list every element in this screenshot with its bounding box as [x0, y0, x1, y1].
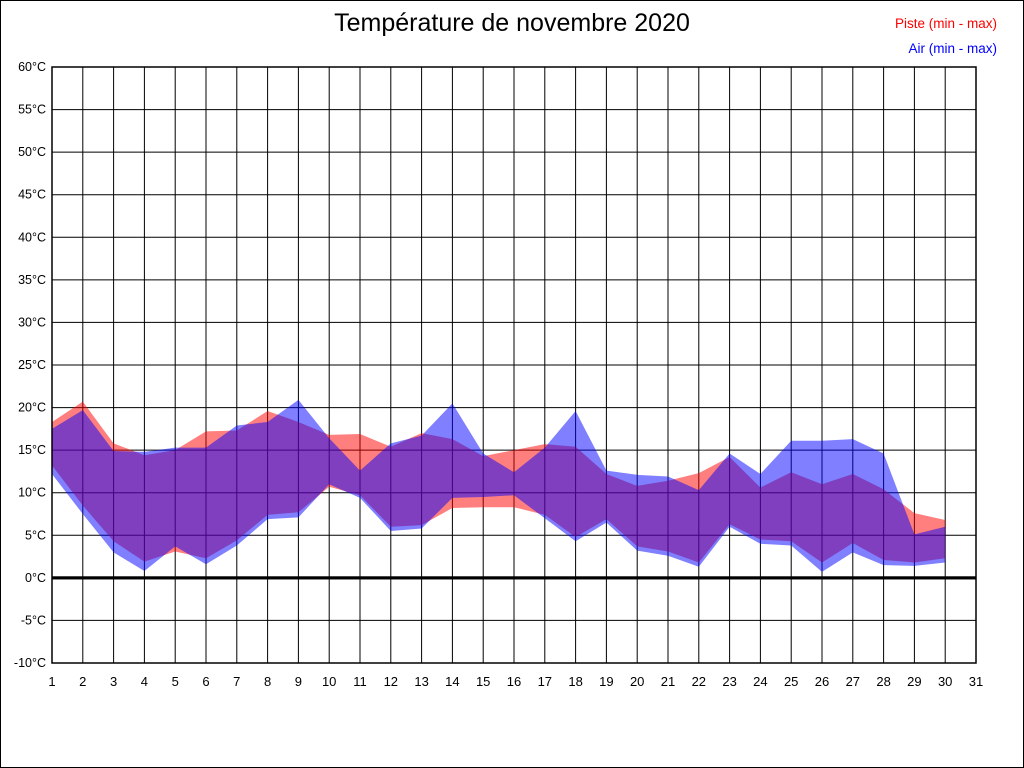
x-tick-label: 24 — [753, 674, 767, 689]
x-tick-label: 10 — [322, 674, 336, 689]
x-tick-label: 20 — [630, 674, 644, 689]
x-tick-label: 25 — [784, 674, 798, 689]
y-tick-label: 0°C — [25, 571, 46, 585]
x-tick-label: 29 — [907, 674, 921, 689]
y-tick-label: 15°C — [18, 443, 46, 457]
y-tick-label: 5°C — [25, 528, 46, 542]
y-tick-label: 10°C — [18, 486, 46, 500]
y-tick-label: 45°C — [18, 188, 46, 202]
x-tick-label: 9 — [295, 674, 302, 689]
x-tick-label: 19 — [599, 674, 613, 689]
x-tick-label: 15 — [476, 674, 490, 689]
x-tick-label: 12 — [384, 674, 398, 689]
y-tick-label: 25°C — [18, 358, 46, 372]
air-range-band — [52, 399, 946, 572]
y-tick-label: 40°C — [18, 230, 46, 244]
x-tick-label: 5 — [172, 674, 179, 689]
x-tick-label: 16 — [507, 674, 521, 689]
x-tick-label: 11 — [353, 674, 367, 689]
x-tick-label: 22 — [692, 674, 706, 689]
x-tick-label: 4 — [141, 674, 148, 689]
legend-item-piste: Piste (min - max) — [894, 16, 997, 31]
y-tick-label: 55°C — [18, 103, 46, 117]
x-tick-label: 2 — [79, 674, 86, 689]
y-tick-label: 60°C — [18, 60, 46, 74]
legend: Piste (min - max) Air (min - max) — [895, 11, 997, 61]
chart-title: Température de novembre 2020 — [334, 9, 690, 37]
x-tick-label: 23 — [722, 674, 736, 689]
x-tick-label: 8 — [264, 674, 271, 689]
x-tick-label: 7 — [233, 674, 240, 689]
x-tick-label: 31 — [969, 674, 983, 689]
x-tick-label: 26 — [815, 674, 829, 689]
x-tick-label: 1 — [48, 674, 55, 689]
y-tick-label: 35°C — [18, 273, 46, 287]
y-tick-label: 50°C — [18, 145, 46, 159]
legend-item-air: Air (min - max) — [908, 41, 998, 56]
x-tick-label: 6 — [202, 674, 209, 689]
x-tick-label: 30 — [938, 674, 952, 689]
x-tick-label: 27 — [846, 674, 860, 689]
plot-border — [51, 66, 977, 664]
y-tick-label: 20°C — [18, 401, 46, 415]
x-tick-label: 21 — [661, 674, 675, 689]
y-tick-label: -5°C — [21, 613, 46, 627]
x-tick-label: 13 — [414, 674, 428, 689]
x-tick-label: 18 — [568, 674, 582, 689]
x-tick-label: 14 — [445, 674, 459, 689]
y-tick-label: 30°C — [18, 315, 46, 329]
x-tick-label: 17 — [538, 674, 552, 689]
x-tick-label: 28 — [876, 674, 890, 689]
x-tick-label: 3 — [110, 674, 117, 689]
y-tick-label: -10°C — [14, 656, 46, 670]
